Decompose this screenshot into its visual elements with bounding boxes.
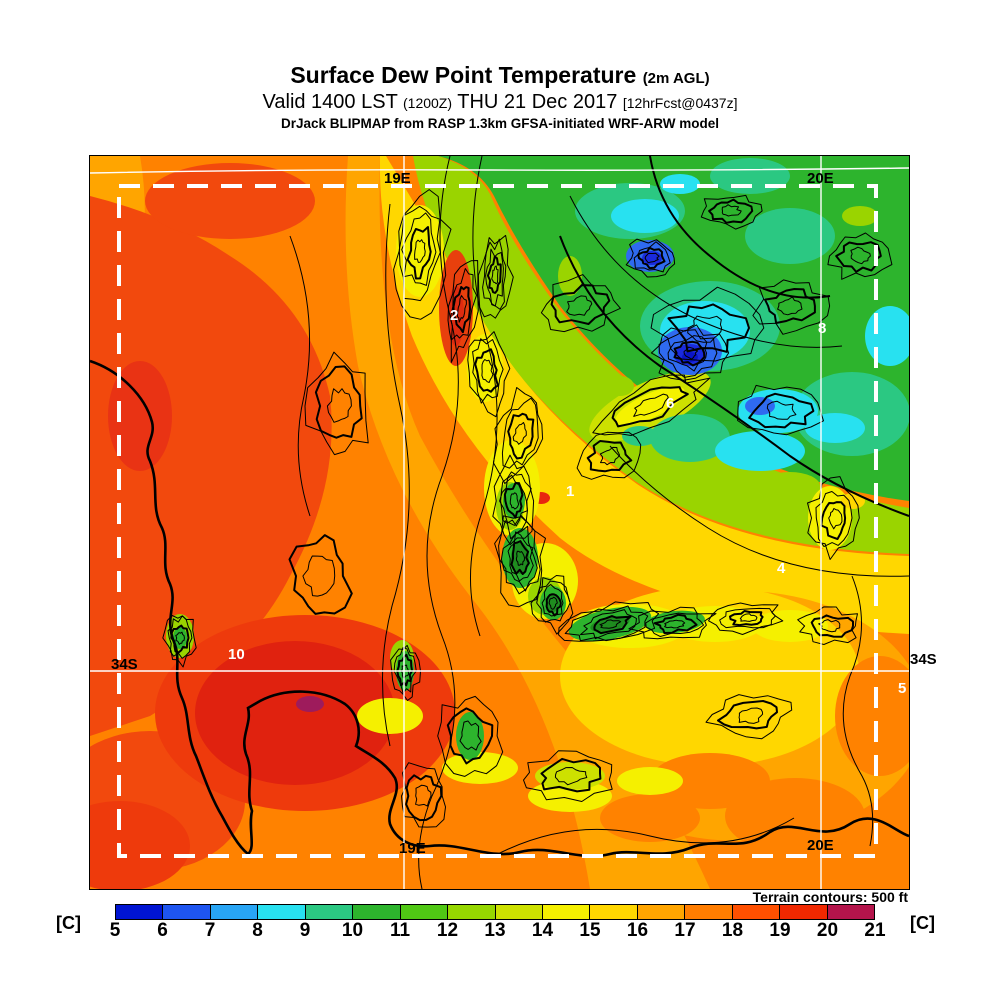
valid-time-line: Valid 1400 LST (1200Z) THU 21 Dec 2017 [… — [0, 91, 1000, 114]
coastline — [90, 359, 909, 858]
value-label-8: 8 — [818, 320, 826, 337]
colorbar-tick: 14 — [531, 920, 554, 941]
colorbar-segment — [116, 905, 163, 919]
map-canvas: 19E 20E 19E 20E 34S 2 6 1 8 4 10 5 — [89, 155, 910, 890]
colorbar-tick: 19 — [769, 920, 791, 941]
colorbar-segment — [209, 905, 258, 919]
value-label-4: 4 — [777, 560, 786, 577]
colorbar-segment — [636, 905, 685, 919]
header: Surface Dew Point Temperature (2m AGL) V… — [0, 62, 1000, 132]
lon-label-19e-bottom: 19E — [399, 840, 426, 857]
lat-label-34s-left: 34S — [111, 656, 138, 673]
value-label-6: 6 — [666, 395, 674, 412]
colorbar-tick: 17 — [674, 920, 696, 941]
forecast-init: [12hrFcst@0437z] — [622, 95, 738, 112]
terrain-contours-note: Terrain contours: 500 ft — [752, 889, 908, 905]
colorbar-unit-right: [C] — [910, 913, 935, 933]
colorbar-segment — [494, 905, 542, 919]
colorbar-tick: 5 — [109, 920, 121, 941]
colorbar-segment — [352, 905, 400, 919]
colorbar-tick: 15 — [579, 920, 601, 941]
colorbar-tick: 6 — [157, 920, 168, 941]
terrain-contours — [162, 156, 909, 889]
domain-boundary-dashed — [117, 184, 878, 858]
colorbar-tick: 7 — [204, 920, 216, 941]
page-title: Surface Dew Point Temperature (2m AGL) — [0, 62, 1000, 88]
colorbar-segment — [304, 905, 353, 919]
valid-date: THU 21 Dec 2017 — [457, 91, 618, 114]
colorbar-tick: 21 — [864, 920, 886, 941]
colorbar-tick: 10 — [341, 920, 364, 941]
colorbar-segment — [779, 905, 827, 919]
colorbar-segment — [257, 905, 305, 919]
colorbar-segment — [162, 905, 210, 919]
colorbar-tick: 12 — [436, 920, 459, 941]
colorbar-segment — [589, 905, 637, 919]
title-unit: (2m AGL) — [642, 70, 710, 87]
colorbar-tick: 20 — [816, 920, 839, 941]
colorbar-ticks: 5 6 7 8 9 10 11 12 13 14 15 16 17 18 19 20 21 — [110, 920, 886, 944]
valid-time-main: Valid 1400 LST — [262, 91, 398, 114]
colorbar-segment — [684, 905, 732, 919]
lon-label-20e-bottom: 20E — [807, 837, 834, 854]
colorbar-unit-left: [C] — [56, 913, 81, 933]
lat-label-34s-right: 34S — [910, 651, 937, 668]
title-text: Surface Dew Point Temperature — [290, 62, 637, 88]
lon-label-19e-top: 19E — [384, 170, 411, 187]
dewpoint-map-svg: 19E 20E 19E 20E 34S 2 6 1 8 4 10 5 — [90, 156, 909, 889]
lon-label-20e-top: 20E — [807, 170, 834, 187]
valid-time-z: (1200Z) — [403, 95, 453, 112]
colorbar-segments — [115, 904, 875, 920]
colorbar-tick: 11 — [389, 920, 411, 941]
colorbar-segment — [826, 905, 874, 919]
colorbar-segment — [447, 905, 495, 919]
colorbar-tick: 8 — [252, 920, 263, 941]
colorbar-segment — [731, 905, 780, 919]
colorbar-segment — [541, 905, 590, 919]
model-line: DrJack BLIPMAP from RASP 1.3km GFSA-init… — [280, 116, 720, 132]
value-label-5: 5 — [898, 680, 906, 697]
colorbar-segment — [399, 905, 448, 919]
colorbar-tick: 16 — [626, 920, 649, 941]
value-label-1: 1 — [566, 483, 574, 500]
value-label-10: 10 — [228, 646, 245, 663]
value-label-2: 2 — [450, 307, 458, 324]
colorbar-tick: 18 — [721, 920, 744, 941]
colorbar-tick: 13 — [484, 920, 506, 941]
colorbar-tick: 9 — [299, 920, 311, 941]
graticule — [90, 156, 909, 889]
